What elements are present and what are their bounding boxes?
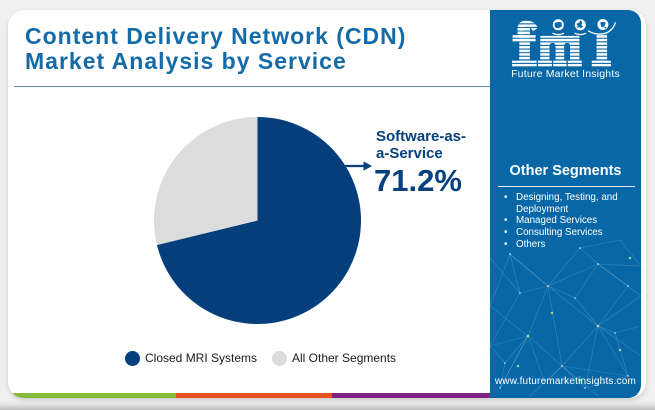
svg-text:Future Market Insights: Future Market Insights	[511, 68, 620, 80]
